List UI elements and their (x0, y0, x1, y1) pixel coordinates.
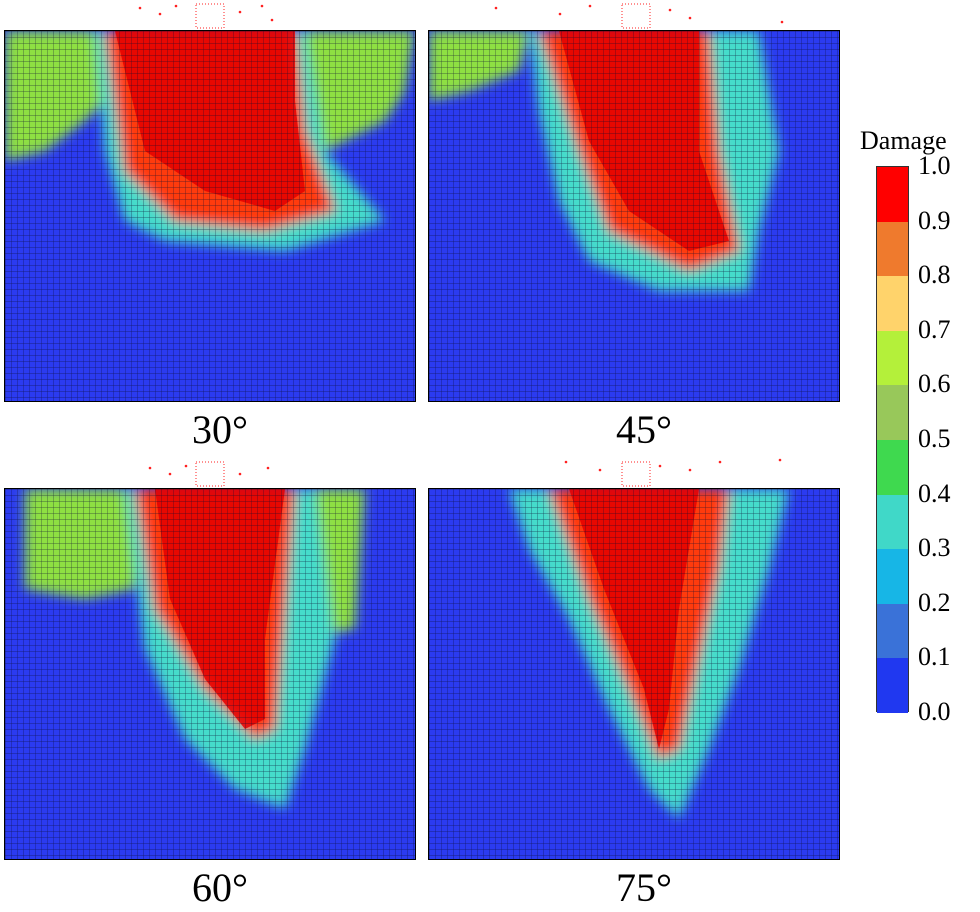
damage-map-75 (429, 489, 839, 859)
legend-tick-label: 0.6 (918, 369, 951, 399)
panel-45 (428, 30, 840, 402)
panel-75 (428, 488, 840, 860)
legend-tick-label: 0.3 (918, 533, 951, 563)
legend-tick-label: 0.0 (918, 697, 951, 726)
colorbar-band (877, 440, 908, 496)
legend-tick-label: 0.5 (918, 424, 951, 453)
damage-map-30 (5, 31, 415, 401)
panel-60 (4, 488, 416, 860)
colorbar-band (877, 385, 908, 441)
damage-colorbar (876, 166, 909, 714)
legend-tick-label: 0.7 (918, 314, 951, 344)
legend-tick-label: 0.4 (918, 478, 951, 508)
legend-tick-label: 0.8 (918, 260, 951, 290)
colorbar-band (877, 221, 908, 277)
colorbar-band (877, 603, 908, 659)
legend-tick-label: 0.2 (918, 587, 951, 617)
damage-map-45 (429, 31, 839, 401)
caption-30: 30° (192, 407, 248, 452)
caption-45: 45° (616, 407, 672, 452)
caption-60: 60° (192, 865, 248, 910)
caption-75: 75° (616, 865, 672, 910)
colorbar-band (877, 276, 908, 332)
colorbar-band (877, 330, 908, 386)
panel-30 (4, 30, 416, 402)
legend-tick-label: 0.1 (918, 642, 951, 672)
damage-map-60 (5, 489, 415, 859)
colorbar-band (877, 658, 908, 714)
legend-title: Damage (860, 126, 947, 155)
colorbar-band (877, 167, 908, 223)
legend-tick-label: 0.9 (918, 205, 951, 235)
colorbar-band (877, 549, 908, 605)
colorbar-band (877, 494, 908, 550)
legend-tick-label: 1.0 (918, 151, 951, 180)
